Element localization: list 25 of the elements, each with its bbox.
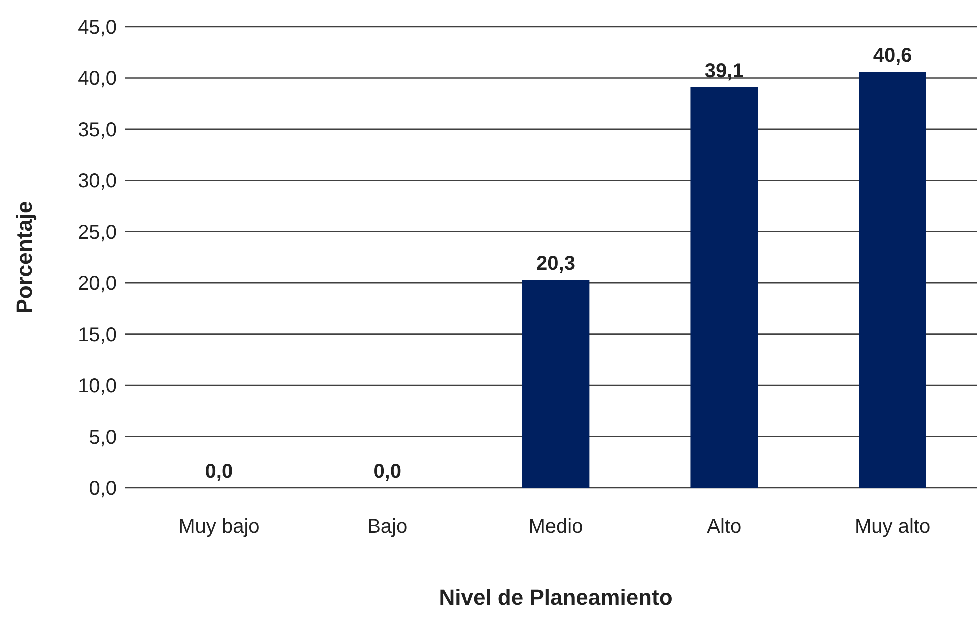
x-tick-label: Bajo — [368, 516, 408, 538]
y-tick-label: 20,0 — [78, 273, 117, 296]
x-tick-label: Muy bajo — [178, 516, 260, 538]
x-tick-label: Alto — [707, 516, 742, 538]
data-label: 39,1 — [704, 60, 744, 82]
data-label: 0,0 — [374, 461, 402, 483]
bar — [859, 72, 926, 488]
x-axis-title: Nivel de Planeamiento — [439, 585, 673, 610]
data-label: 20,3 — [536, 253, 576, 276]
y-tick-label: 40,0 — [78, 68, 117, 90]
y-tick-label: 25,0 — [78, 222, 117, 244]
data-label: 40,6 — [873, 45, 912, 68]
y-tick-label: 0,0 — [89, 478, 117, 500]
y-tick-label: 35,0 — [78, 119, 117, 142]
y-tick-label: 30,0 — [78, 170, 117, 193]
y-tick-label: 15,0 — [78, 324, 117, 346]
y-tick-label: 10,0 — [78, 376, 117, 398]
x-tick-label: Muy alto — [855, 516, 931, 538]
y-tick-label: 45,0 — [78, 17, 117, 39]
bar — [690, 87, 758, 488]
data-label: 0,0 — [205, 461, 234, 483]
x-tick-label: Medio — [528, 516, 584, 538]
bar — [522, 280, 590, 488]
y-tick-label: 5,0 — [89, 426, 117, 449]
y-axis-title: Porcentaje — [12, 201, 37, 314]
